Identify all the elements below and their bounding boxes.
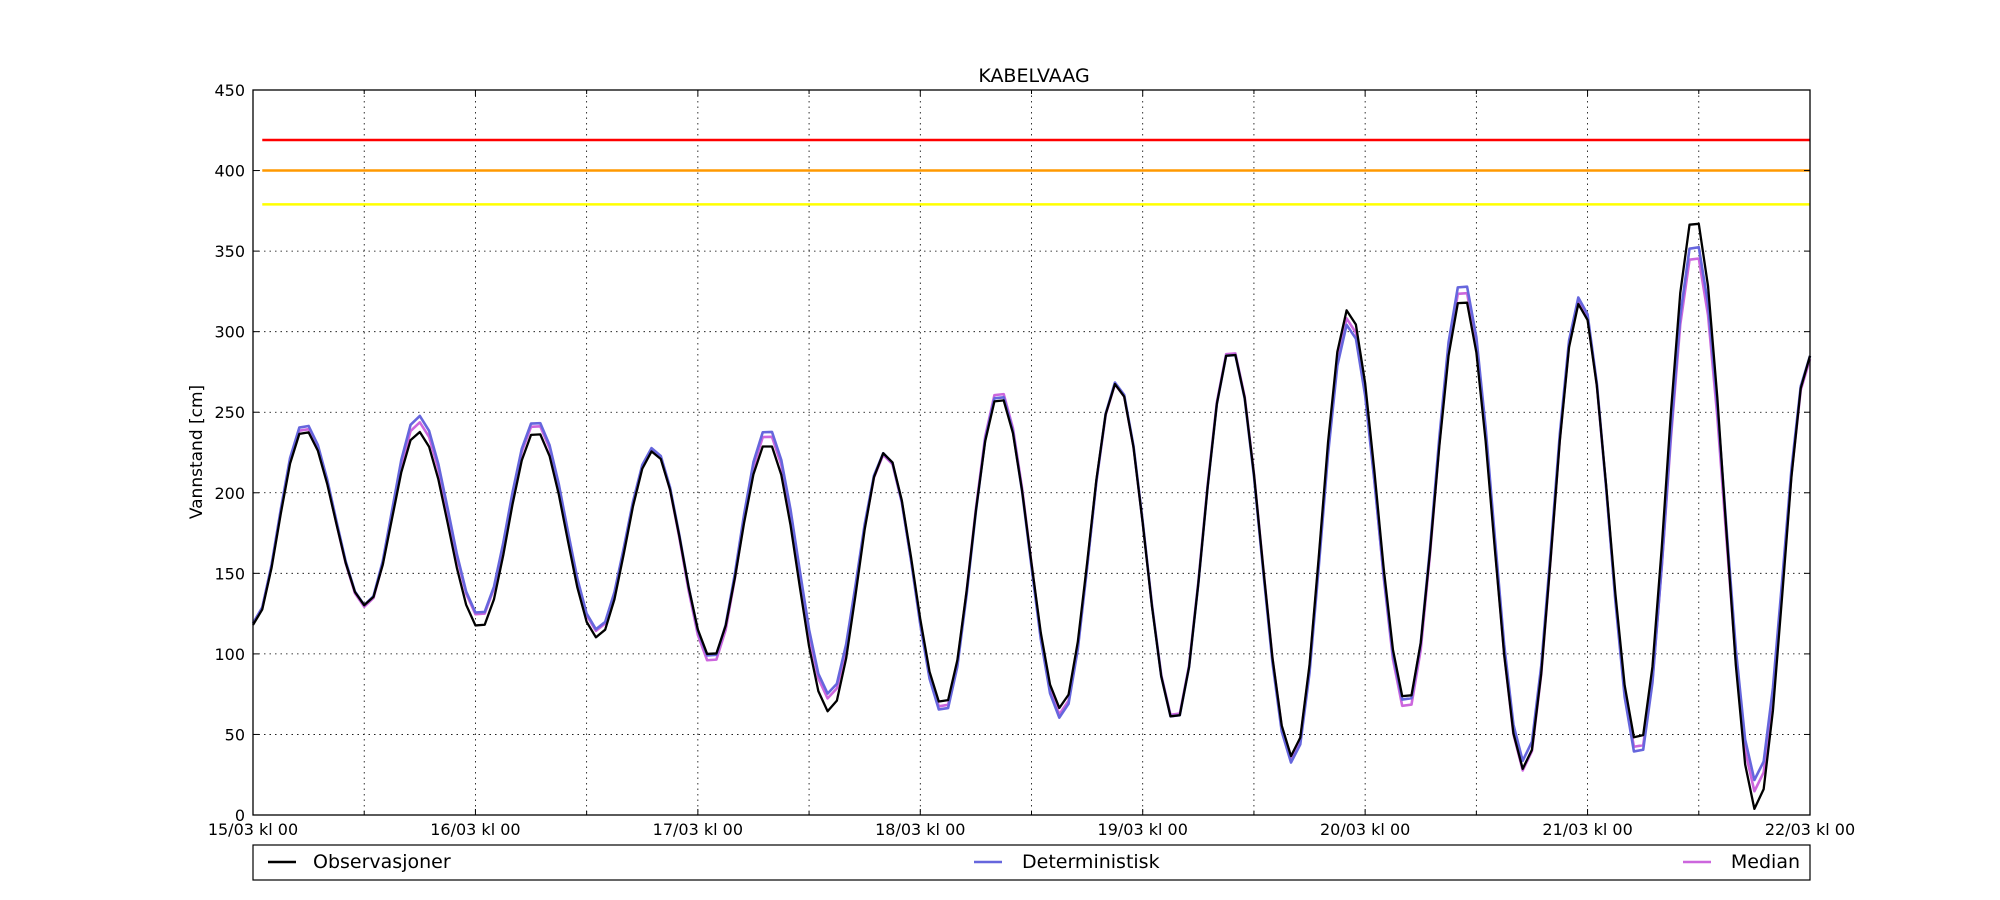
y-tick-label: 100 — [214, 645, 245, 664]
x-tick-label: 22/03 kl 00 — [1765, 820, 1855, 839]
legend-box — [252, 844, 1811, 881]
chart-title: KABELVAAG — [978, 65, 1089, 87]
x-tick-label: 21/03 kl 00 — [1542, 820, 1632, 839]
legend-label-observasjoner: Observasjoner — [313, 851, 451, 873]
y-tick-label: 50 — [225, 725, 245, 744]
y-tick-label: 450 — [214, 81, 245, 100]
x-tick-label: 17/03 kl 00 — [653, 820, 743, 839]
grid — [253, 90, 1810, 815]
y-axis-label: Vannstand [cm] — [187, 385, 207, 519]
y-tick-label: 200 — [214, 484, 245, 503]
legend-label-deterministisk: Deterministisk — [1022, 851, 1160, 873]
series-line-observasjoner — [252, 222, 1812, 811]
y-tick-label: 250 — [214, 403, 245, 422]
y-tick-label: 0 — [235, 806, 245, 825]
y-tick-label: 300 — [214, 323, 245, 342]
x-tick-label: 20/03 kl 00 — [1320, 820, 1410, 839]
y-tick-label: 150 — [214, 564, 245, 583]
axis-ticks: 0 50 100 150 200 250 300 350 400 450 15/03 kl 00 16… — [208, 81, 1855, 839]
x-tick-label: 15/03 kl 00 — [208, 820, 298, 839]
legend: Observasjoner Deterministisk Median — [252, 844, 1811, 881]
threshold-lines — [262, 138, 1810, 206]
x-tick-label: 16/03 kl 00 — [430, 820, 520, 839]
y-tick-label: 400 — [214, 162, 245, 181]
series-lines — [251, 222, 1812, 811]
y-tick-label: 350 — [214, 242, 245, 261]
legend-label-median: Median — [1731, 851, 1800, 873]
x-tick-label: 19/03 kl 00 — [1098, 820, 1188, 839]
x-tick-label: 18/03 kl 00 — [875, 820, 965, 839]
